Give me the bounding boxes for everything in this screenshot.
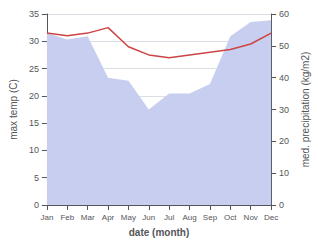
svg-text:5: 5 [34, 173, 39, 183]
svg-text:0: 0 [34, 200, 39, 210]
svg-text:35: 35 [29, 9, 39, 19]
svg-text:Apr: Apr [102, 213, 115, 222]
svg-text:Jun: Jun [142, 213, 155, 222]
svg-text:Aug: Aug [182, 213, 196, 222]
svg-text:50: 50 [279, 41, 289, 51]
svg-text:Sep: Sep [203, 213, 218, 222]
svg-text:Mar: Mar [81, 213, 95, 222]
svg-text:Nov: Nov [244, 213, 258, 222]
svg-text:20: 20 [29, 91, 39, 101]
svg-text:max temp (C): max temp (C) [8, 79, 19, 140]
svg-text:10: 10 [29, 145, 39, 155]
svg-text:Oct: Oct [224, 213, 237, 222]
svg-text:10: 10 [279, 168, 289, 178]
svg-text:Feb: Feb [60, 213, 74, 222]
svg-text:May: May [121, 213, 136, 222]
svg-text:med. precipitation (kg/m2): med. precipitation (kg/m2) [300, 52, 311, 168]
svg-text:25: 25 [29, 64, 39, 74]
svg-text:Dec: Dec [264, 213, 278, 222]
svg-text:30: 30 [279, 105, 289, 115]
svg-text:Jan: Jan [40, 213, 53, 222]
svg-text:15: 15 [29, 118, 39, 128]
svg-text:Jul: Jul [164, 213, 174, 222]
svg-text:0: 0 [279, 200, 284, 210]
svg-text:30: 30 [29, 36, 39, 46]
svg-text:20: 20 [279, 136, 289, 146]
svg-text:date (month): date (month) [129, 227, 190, 238]
svg-text:60: 60 [279, 9, 289, 19]
svg-text:40: 40 [279, 73, 289, 83]
